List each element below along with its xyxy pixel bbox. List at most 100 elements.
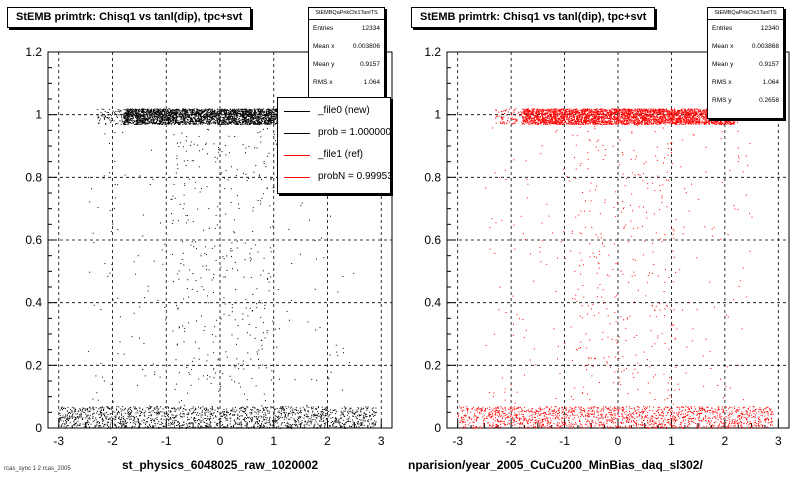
- scatter-point: [168, 420, 170, 422]
- scatter-point: [206, 409, 207, 410]
- scatter-point: [104, 111, 106, 112]
- scatter-point: [190, 114, 192, 116]
- scatter-point: [369, 411, 371, 413]
- scatter-point: [227, 118, 229, 120]
- scatter-point: [149, 111, 151, 113]
- scatter-point: [168, 114, 169, 116]
- scatter-point: [226, 109, 228, 111]
- scatter-point: [198, 117, 199, 119]
- scatter-point: [77, 413, 78, 415]
- scatter-point: [181, 118, 183, 120]
- scatter-point: [253, 118, 255, 120]
- scatter-point: [268, 108, 270, 110]
- scatter-point: [205, 123, 207, 124]
- scatter-point: [185, 428, 187, 429]
- scatter-point: [123, 123, 124, 125]
- scatter-point: [125, 113, 127, 115]
- scatter-point: [109, 109, 111, 111]
- scatter-point: [213, 113, 215, 115]
- scatter-point: [244, 121, 246, 123]
- scatter-point: [93, 409, 95, 411]
- scatter-point: [123, 421, 125, 423]
- scatter-point: [339, 421, 341, 423]
- scatter-point: [175, 109, 177, 111]
- scatter-point: [142, 121, 144, 123]
- scatter-point: [201, 118, 203, 120]
- scatter-point: [261, 118, 263, 119]
- scatter-point: [82, 423, 84, 425]
- scatter-point: [159, 111, 161, 113]
- scatter-point: [121, 418, 122, 420]
- scatter-point: [210, 113, 212, 115]
- scatter-point: [246, 119, 248, 121]
- scatter-point: [153, 407, 155, 409]
- scatter-point: [147, 109, 149, 111]
- scatter-point: [262, 424, 264, 426]
- scatter-point: [221, 117, 223, 118]
- scatter-point: [96, 423, 98, 425]
- scatter-point: [215, 112, 217, 114]
- scatter-point: [161, 120, 163, 122]
- scatter-point: [254, 407, 255, 409]
- scatter-point: [288, 427, 290, 428]
- scatter-point: [108, 422, 110, 424]
- scatter-point: [241, 108, 243, 110]
- scatter-point: [240, 409, 242, 411]
- scatter-point: [130, 118, 132, 120]
- scatter-point: [214, 122, 216, 124]
- scatter-point: [158, 427, 160, 429]
- scatter-point: [116, 117, 118, 118]
- y-tick-label: 1: [35, 108, 42, 122]
- scatter-point: [337, 422, 339, 424]
- scatter-point: [176, 113, 177, 115]
- scatter-point: [165, 109, 167, 111]
- y-tick-label: 0.8: [25, 170, 42, 184]
- scatter-point: [329, 426, 331, 428]
- scatter-point: [207, 425, 208, 427]
- scatter-point: [138, 108, 140, 110]
- scatter-point: [353, 423, 355, 425]
- scatter-point: [254, 423, 256, 425]
- scatter-point: [227, 122, 229, 124]
- scatter-point: [241, 123, 243, 125]
- scatter-point: [172, 110, 174, 112]
- scatter-point: [333, 422, 335, 424]
- scatter-point: [154, 113, 156, 115]
- scatter-point: [193, 120, 194, 122]
- scatter-point: [182, 119, 184, 121]
- scatter-point: [310, 418, 312, 420]
- scatter-point: [355, 416, 357, 418]
- scatter-point: [187, 112, 189, 114]
- scatter-point: [198, 118, 200, 119]
- scatter-point: [251, 410, 253, 412]
- scatter-point: [259, 111, 261, 113]
- scatter-point: [159, 115, 161, 117]
- scatter-point: [169, 108, 171, 110]
- scatter-point: [178, 409, 180, 411]
- scatter-point: [124, 116, 126, 118]
- scatter-point: [253, 112, 255, 113]
- scatter-point: [320, 418, 322, 420]
- scatter-point: [123, 118, 125, 119]
- scatter-point: [338, 422, 340, 424]
- scatter-point: [124, 426, 125, 428]
- scatter-point: [143, 111, 145, 113]
- scatter-point: [168, 118, 170, 119]
- scatter-point: [149, 114, 151, 116]
- scatter-point: [207, 109, 208, 111]
- scatter-point: [170, 418, 172, 420]
- scatter-point: [250, 116, 252, 118]
- scatter-point: [179, 414, 181, 416]
- scatter-point: [330, 417, 332, 419]
- scatter-point: [169, 122, 171, 124]
- scatter-point: [121, 421, 123, 423]
- scatter-point: [193, 110, 195, 111]
- scatter-point: [125, 117, 127, 118]
- scatter-point: [86, 408, 88, 409]
- scatter-point: [250, 109, 252, 111]
- scatter-point: [266, 115, 267, 117]
- scatter-point: [204, 122, 206, 124]
- scatter-point: [127, 113, 129, 115]
- scatter-point: [133, 419, 135, 421]
- scatter-point: [292, 414, 293, 416]
